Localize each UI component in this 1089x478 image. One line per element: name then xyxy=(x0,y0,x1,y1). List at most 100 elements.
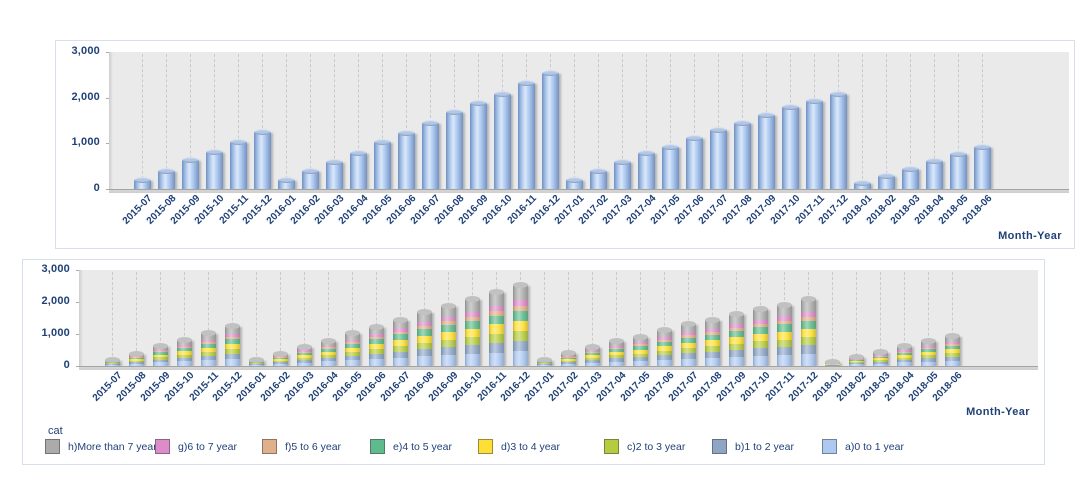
bar xyxy=(829,91,847,189)
bar-cap xyxy=(493,90,511,97)
legend-item-d: d)3 to 4 year xyxy=(478,439,604,454)
bar-segment-b xyxy=(248,364,264,365)
bar-segment-b xyxy=(632,357,648,361)
bar-segment-a xyxy=(632,360,648,366)
bar-segment-b xyxy=(512,340,528,352)
gridline xyxy=(952,272,953,366)
bar xyxy=(589,167,607,189)
bar-segment-h xyxy=(512,284,528,301)
bar-segment-c xyxy=(944,353,960,357)
bar-segment-c xyxy=(536,363,552,365)
bar-segment-d xyxy=(752,333,768,342)
bar-segment-e xyxy=(464,320,480,329)
bar-cap xyxy=(416,308,432,315)
legend-label: a)0 to 1 year xyxy=(845,440,904,453)
bar-segment-f xyxy=(176,346,192,349)
bar-segment-c xyxy=(656,350,672,355)
stacked-bar xyxy=(440,302,456,366)
bar xyxy=(613,159,631,189)
bar-segment-d xyxy=(896,355,912,358)
stacked-bar xyxy=(632,333,648,366)
stacked-bar xyxy=(656,327,672,366)
bar-segment-f xyxy=(752,323,768,328)
stacked-bar xyxy=(512,281,528,366)
bar-segment-c xyxy=(800,337,816,346)
bar-segment-e xyxy=(176,348,192,352)
bar-segment-c xyxy=(440,340,456,348)
bar-segment-b xyxy=(416,349,432,357)
bar-cap xyxy=(704,316,720,323)
stacked-bar xyxy=(320,337,336,366)
bar-segment-b xyxy=(776,346,792,355)
bar-segment-d xyxy=(728,337,744,344)
bar-segment-g xyxy=(368,334,384,337)
bar-segment-d xyxy=(296,355,312,358)
legend-label: g)6 to 7 year xyxy=(178,440,237,453)
y-tick-label: 3,000 xyxy=(71,45,100,57)
bar-segment-e xyxy=(392,334,408,340)
bottom-chart-plot-area xyxy=(79,270,1038,366)
bar-cap xyxy=(824,358,840,365)
bar-segment-d xyxy=(656,346,672,351)
bar-segment-e xyxy=(656,341,672,347)
gridline xyxy=(910,54,911,189)
bar-segment-f xyxy=(320,347,336,349)
bar-segment-e xyxy=(560,357,576,359)
bar-segment-b xyxy=(104,364,120,365)
bar-segment-d xyxy=(368,343,384,350)
bar-segment-c xyxy=(560,360,576,363)
bar-segment-c xyxy=(368,349,384,354)
bar-segment-c xyxy=(128,360,144,363)
stacked-bar xyxy=(800,296,816,366)
bar-cap xyxy=(320,337,336,344)
bar-segment-f xyxy=(560,356,576,358)
bar xyxy=(421,119,439,189)
bar-segment-f xyxy=(728,327,744,331)
gridline xyxy=(688,272,689,366)
gridline xyxy=(208,272,209,366)
bar-segment-d xyxy=(536,362,552,364)
bar-segment-a xyxy=(800,354,816,366)
bar-segment-a xyxy=(944,360,960,366)
stacked-bar xyxy=(704,316,720,366)
bar xyxy=(733,120,751,189)
bar xyxy=(277,176,295,189)
bar-segment-b xyxy=(608,358,624,362)
bar-cap xyxy=(872,349,888,356)
bar xyxy=(493,90,511,189)
gridline xyxy=(352,272,353,366)
legend-swatch-c xyxy=(604,439,619,454)
gridline xyxy=(856,272,857,366)
bar-segment-f xyxy=(776,320,792,325)
stacked-bar xyxy=(272,350,288,366)
bar-cap xyxy=(877,173,895,180)
bar-segment-e xyxy=(776,324,792,332)
y-tick-mark xyxy=(76,334,80,335)
stacked-bar xyxy=(944,333,960,366)
age-category-stacked-bar-chart-card: Month-Year cat h)More than 7 year g)6 to … xyxy=(22,259,1045,465)
bar-segment-h xyxy=(656,330,672,338)
bar xyxy=(205,148,223,189)
bar-segment-b xyxy=(368,353,384,359)
bar-segment-c xyxy=(488,334,504,343)
bar xyxy=(853,180,871,189)
bar-segment-a xyxy=(320,361,336,366)
bar-segment-g xyxy=(224,333,240,337)
bar-cap xyxy=(632,333,648,340)
bar-segment-e xyxy=(872,356,888,359)
bar-cap xyxy=(176,336,192,343)
bar-segment-h xyxy=(344,333,360,340)
bar-segment-e xyxy=(632,346,648,350)
top-chart-x-axis-title: Month-Year xyxy=(998,230,1062,242)
bar-segment-h xyxy=(728,314,744,325)
bar-cap xyxy=(272,350,288,357)
bar-segment-g xyxy=(800,312,816,317)
bar-cap xyxy=(152,342,168,349)
bar-segment-c xyxy=(728,343,744,351)
bar-cap xyxy=(277,176,295,183)
bar-segment-f xyxy=(704,331,720,335)
bar-cap xyxy=(805,98,823,105)
bar-segment-a xyxy=(488,352,504,366)
bar xyxy=(781,104,799,189)
bar-segment-h xyxy=(224,326,240,334)
